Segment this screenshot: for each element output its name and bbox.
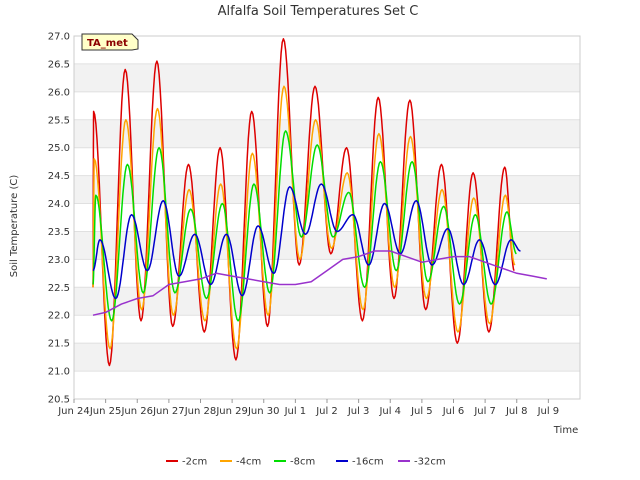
y-tick-label: 23.0: [48, 255, 70, 266]
y-tick-label: 26.5: [48, 59, 70, 70]
y-axis-ticks: 20.5 21.0 21.5 22.0 22.5 23.0 23.5 24.0 24.5 25.0…: [48, 32, 70, 406]
plot-band: [74, 315, 580, 344]
station-badge: TA_met: [81, 33, 139, 51]
plot-band: [74, 287, 580, 316]
y-tick-label: 26.0: [48, 87, 70, 98]
x-tick-label: Jul 6: [442, 406, 465, 417]
x-tick-label: Jun 30: [247, 406, 280, 417]
x-tick-label: Jul 2: [315, 406, 338, 417]
x-tick-label: Jun 27: [152, 406, 185, 417]
y-tick-label: 22.5: [48, 283, 70, 294]
legend-label: -2cm: [182, 457, 207, 468]
y-tick-label: 24.5: [48, 171, 70, 182]
plot-band: [74, 371, 580, 399]
y-tick-label: 25.5: [48, 115, 70, 126]
x-tick-label: Jun 24: [57, 406, 90, 417]
y-tick-label: 21.5: [48, 339, 70, 350]
series-lines: [92, 38, 547, 367]
series-line-4cmcm: [92, 85, 516, 350]
series-line-32cmcm: [92, 250, 547, 316]
x-tick-label: Jul 5: [410, 406, 433, 417]
series-line-16cmcm: [92, 183, 521, 300]
y-tick-label: 22.0: [48, 311, 70, 322]
y-tick-label: 27.0: [48, 32, 70, 43]
x-tick-label: Jul 3: [347, 406, 370, 417]
y-tick-label: 20.5: [48, 395, 70, 406]
y-tick-label: 25.0: [48, 143, 70, 154]
x-tick-label: Jul 9: [537, 406, 560, 417]
x-tick-label: Jul 4: [378, 406, 401, 417]
legend: -2cm -4cm -8cm -16cm -32cm: [166, 457, 446, 468]
x-axis-ticks: Jun 24 Jun 25 Jun 26 Jun 27 Jun 28 Jun 29 Jun …: [57, 399, 559, 417]
y-tick-label: 21.0: [48, 367, 70, 378]
x-tick-label: Jun 25: [89, 406, 122, 417]
legend-label: -8cm: [290, 457, 315, 468]
plot-band: [74, 119, 580, 148]
x-tick-label: Jun 29: [215, 406, 248, 417]
chart-title: Alfalfa Soil Temperatures Set C: [218, 4, 419, 19]
x-axis-title: Time: [553, 425, 578, 436]
legend-label: -4cm: [236, 457, 261, 468]
badge-box: [81, 33, 139, 51]
x-tick-label: Jun 26: [120, 406, 153, 417]
y-axis-title: Soil Temperature (C): [9, 175, 20, 278]
x-tick-label: Jul 1: [284, 406, 307, 417]
x-tick-label: Jun 28: [184, 406, 217, 417]
y-tick-label: 24.0: [48, 199, 70, 210]
x-tick-label: Jul 7: [473, 406, 496, 417]
y-tick-label: 23.5: [48, 227, 70, 238]
plot-band: [74, 36, 580, 64]
plot-band: [74, 63, 580, 92]
badge-label: TA_met: [87, 38, 128, 49]
x-tick-label: Jul 8: [505, 406, 528, 417]
legend-label: -16cm: [352, 457, 384, 468]
plot-band: [74, 91, 580, 120]
plot-band: [74, 343, 580, 372]
plot-band: [74, 147, 580, 176]
legend-label: -32cm: [414, 457, 446, 468]
series-line-2cmcm: [92, 38, 515, 367]
